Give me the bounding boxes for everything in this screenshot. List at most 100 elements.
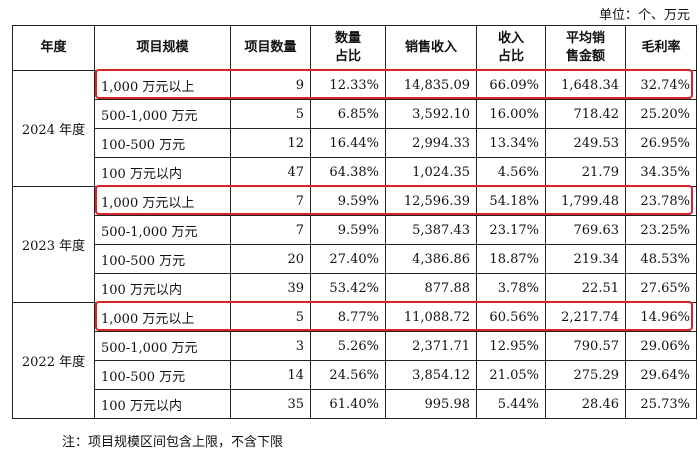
table-row: 2024 年度 1,000 万元以上 9 12.33% 14,835.09 66.09% 1… bbox=[12, 70, 697, 187]
revenue-cell: 995.98 bbox=[385, 389, 477, 419]
revenue-pct-cell: 16.00% bbox=[476, 99, 546, 129]
header-row: 年度 项目规模 项目数量 数量 占比 销售收入 收入 占比 平均销 售金额 毛利… bbox=[12, 25, 697, 71]
avg-sales-cell: 1,799.48 bbox=[545, 186, 626, 216]
count-cell: 3 bbox=[230, 331, 311, 361]
scale-cell: 100-500 万元 bbox=[94, 244, 231, 274]
revenue-cell: 14,835.09 bbox=[385, 70, 477, 100]
table-row: 100-500 万元 20 27.40% 4,386.86 18.87% 219.34 48… bbox=[13, 244, 697, 274]
margin-cell: 26.95% bbox=[625, 128, 697, 158]
scale-cell: 100-500 万元 bbox=[94, 360, 231, 390]
count-cell: 20 bbox=[230, 244, 311, 274]
margin-cell: 23.78% bbox=[625, 186, 697, 216]
revenue-pct-cell: 21.05% bbox=[476, 360, 546, 390]
count-cell: 39 bbox=[230, 273, 311, 303]
margin-cell: 29.06% bbox=[625, 331, 697, 361]
revenue-pct-cell: 23.17% bbox=[476, 215, 546, 245]
revenue-pct-cell: 66.09% bbox=[476, 70, 546, 100]
margin-cell: 34.35% bbox=[625, 157, 697, 187]
scale-cell: 100 万元以内 bbox=[94, 157, 231, 187]
scale-cell: 500-1,000 万元 bbox=[94, 215, 231, 245]
count-cell: 14 bbox=[230, 360, 311, 390]
margin-cell: 23.25% bbox=[625, 215, 697, 245]
margin-cell: 25.20% bbox=[625, 99, 697, 129]
revenue-pct-cell: 18.87% bbox=[476, 244, 546, 274]
scale-cell: 500-1,000 万元 bbox=[94, 99, 231, 129]
header-count: 项目数量 bbox=[230, 25, 311, 71]
avg-sales-cell: 249.53 bbox=[545, 128, 626, 158]
scale-cell: 100 万元以内 bbox=[94, 389, 231, 419]
revenue-cell: 2,371.71 bbox=[385, 331, 477, 361]
table-row: 500-1,000 万元 3 5.26% 2,371.71 12.95% 790.57 29… bbox=[13, 331, 697, 361]
count-cell: 7 bbox=[230, 215, 311, 245]
scale-cell: 1,000 万元以上 bbox=[94, 302, 231, 332]
table-note: 注：项目规模区间包含上限，不含下限 bbox=[62, 435, 284, 450]
table-row: 500-1,000 万元 7 9.59% 5,387.43 23.17% 769.63 23… bbox=[13, 215, 697, 245]
avg-sales-cell: 790.57 bbox=[545, 331, 626, 361]
revenue-cell: 12,596.39 bbox=[385, 186, 477, 216]
count-pct-cell: 6.85% bbox=[310, 99, 386, 129]
table-row: 100-500 万元 12 16.44% 2,994.33 13.34% 249.53 26… bbox=[13, 128, 697, 158]
header-revenue: 销售收入 bbox=[385, 25, 477, 71]
count-pct-cell: 5.26% bbox=[310, 331, 386, 361]
count-cell: 7 bbox=[230, 186, 311, 216]
revenue-pct-cell: 3.78% bbox=[476, 273, 546, 303]
header-year: 年度 bbox=[12, 25, 95, 71]
scale-cell: 500-1,000 万元 bbox=[94, 331, 231, 361]
header-margin: 毛利率 bbox=[625, 25, 697, 71]
revenue-pct-cell: 5.44% bbox=[476, 389, 546, 419]
count-pct-cell: 16.44% bbox=[310, 128, 386, 158]
count-pct-cell: 61.40% bbox=[310, 389, 386, 419]
avg-sales-cell: 21.79 bbox=[545, 157, 626, 187]
year-cell: 2023 年度 bbox=[12, 186, 95, 303]
revenue-pct-cell: 13.34% bbox=[476, 128, 546, 158]
count-pct-cell: 12.33% bbox=[310, 70, 386, 100]
header-avg-sales: 平均销 售金额 bbox=[545, 25, 626, 71]
project-scale-table: 年度 项目规模 项目数量 数量 占比 销售收入 收入 占比 平均销 售金额 毛利… bbox=[12, 25, 697, 419]
revenue-cell: 2,994.33 bbox=[385, 128, 477, 158]
count-pct-cell: 64.38% bbox=[310, 157, 386, 187]
scale-cell: 1,000 万元以上 bbox=[94, 186, 231, 216]
revenue-cell: 3,854.12 bbox=[385, 360, 477, 390]
year-cell: 2024 年度 bbox=[12, 70, 95, 187]
count-cell: 47 bbox=[230, 157, 311, 187]
count-cell: 9 bbox=[230, 70, 311, 100]
count-cell: 5 bbox=[230, 302, 311, 332]
revenue-cell: 3,592.10 bbox=[385, 99, 477, 129]
revenue-cell: 877.88 bbox=[385, 273, 477, 303]
count-pct-cell: 8.77% bbox=[310, 302, 386, 332]
table-row: 500-1,000 万元 5 6.85% 3,592.10 16.00% 718.42 25… bbox=[13, 99, 697, 129]
margin-cell: 27.65% bbox=[625, 273, 697, 303]
table-row: 2022 年度 1,000 万元以上 5 8.77% 11,088.72 60.56% 2,… bbox=[12, 302, 697, 419]
avg-sales-cell: 219.34 bbox=[545, 244, 626, 274]
count-cell: 35 bbox=[230, 389, 311, 419]
margin-cell: 14.96% bbox=[625, 302, 697, 332]
avg-sales-cell: 22.51 bbox=[545, 273, 626, 303]
scale-cell: 100-500 万元 bbox=[94, 128, 231, 158]
unit-label: 单位：个、万元 bbox=[598, 8, 690, 23]
header-scale: 项目规模 bbox=[94, 25, 231, 71]
avg-sales-cell: 718.42 bbox=[545, 99, 626, 129]
count-pct-cell: 9.59% bbox=[310, 215, 386, 245]
avg-sales-cell: 275.29 bbox=[545, 360, 626, 390]
margin-cell: 29.64% bbox=[625, 360, 697, 390]
table-row: 100 万元以内 35 61.40% 995.98 5.44% 28.46 25.73% bbox=[13, 389, 697, 419]
header-revenue-pct: 收入 占比 bbox=[476, 25, 546, 71]
count-pct-cell: 9.59% bbox=[310, 186, 386, 216]
revenue-pct-cell: 4.56% bbox=[476, 157, 546, 187]
margin-cell: 48.53% bbox=[625, 244, 697, 274]
avg-sales-cell: 2,217.74 bbox=[545, 302, 626, 332]
avg-sales-cell: 1,648.34 bbox=[545, 70, 626, 100]
margin-cell: 25.73% bbox=[625, 389, 697, 419]
year-cell: 2022 年度 bbox=[12, 302, 95, 419]
margin-cell: 32.74% bbox=[625, 70, 697, 100]
table-row: 2023 年度 1,000 万元以上 7 9.59% 12,596.39 54.18% 1,… bbox=[12, 186, 697, 303]
scale-cell: 100 万元以内 bbox=[94, 273, 231, 303]
count-pct-cell: 24.56% bbox=[310, 360, 386, 390]
table-row: 100 万元以内 39 53.42% 877.88 3.78% 22.51 27.65% bbox=[13, 273, 697, 303]
revenue-cell: 11,088.72 bbox=[385, 302, 477, 332]
count-pct-cell: 27.40% bbox=[310, 244, 386, 274]
count-pct-cell: 53.42% bbox=[310, 273, 386, 303]
table-row: 100 万元以内 47 64.38% 1,024.35 4.56% 21.79 34.35% bbox=[13, 157, 697, 187]
revenue-pct-cell: 54.18% bbox=[476, 186, 546, 216]
revenue-cell: 4,386.86 bbox=[385, 244, 477, 274]
